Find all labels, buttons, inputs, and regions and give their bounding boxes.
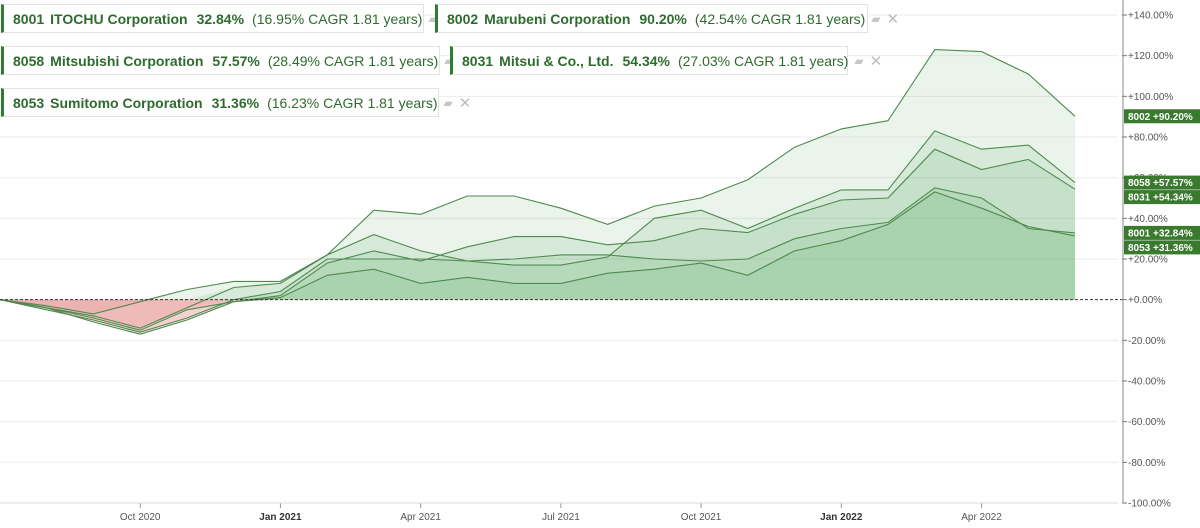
end-label-bg: [1124, 175, 1200, 190]
legend-performance: 31.36%: [211, 94, 260, 111]
stack-icon[interactable]: ▰: [443, 95, 453, 110]
end-label-8058: 8058 +57.57%: [1124, 175, 1200, 190]
y-tick-label: +100.00%: [1128, 92, 1173, 103]
series-lines: [0, 49, 1076, 335]
legend-name: Mitsubishi Corporation: [50, 52, 204, 69]
stack-icon[interactable]: ▰: [871, 11, 881, 26]
legend-performance: 32.84%: [196, 10, 245, 27]
y-tick-label: +120.00%: [1128, 51, 1173, 62]
end-label-text: 8001 +32.84%: [1128, 228, 1193, 239]
y-tick-label: +80.00%: [1128, 133, 1168, 144]
series-area-negative-8058: [0, 299, 1075, 329]
series-area-8058: [0, 130, 1075, 300]
legend-code: 8058: [13, 52, 45, 69]
end-label-bg: [1124, 190, 1200, 205]
legend-item-8001[interactable]: 8001 ITOCHU Corporation 32.84% (16.95% C…: [1, 4, 456, 33]
end-label-bg: [1124, 109, 1200, 124]
legend-cagr: (16.23% CAGR 1.81 years): [267, 94, 438, 111]
y-tick-label: +20.00%: [1128, 255, 1168, 266]
series-area-negative-8001: [0, 299, 1075, 333]
y-tick-label: +140.00%: [1128, 11, 1173, 22]
end-label-text: 8053 +31.36%: [1128, 243, 1193, 254]
y-tick-label: +0.00%: [1128, 295, 1162, 306]
y-tick-label: -20.00%: [1128, 336, 1165, 347]
legend-performance: 90.20%: [639, 10, 687, 27]
series-line-8053: [0, 191, 1076, 335]
x-tick-label: Apr 2022: [961, 512, 1002, 523]
x-tick-label: Jan 2022: [820, 512, 863, 523]
series-area-negative-8031: [0, 299, 1075, 331]
y-tick-label: -60.00%: [1128, 417, 1165, 428]
legend-item-8053[interactable]: 8053 Sumitomo Corporation 31.36% (16.23%…: [1, 88, 471, 117]
legend-code: 8053: [13, 94, 45, 111]
end-label-8031: 8031 +54.34%: [1124, 190, 1200, 205]
series-line-8001: [0, 187, 1076, 333]
series-area-8053: [0, 191, 1075, 300]
end-label-8002: 8002 +90.20%: [1124, 109, 1200, 124]
legend-name: Mitsui & Co., Ltd.: [499, 52, 614, 69]
series-line-8002: [0, 49, 1076, 315]
end-label-bg: [1124, 240, 1200, 255]
legend-cagr: (28.49% CAGR 1.81 years): [267, 52, 439, 69]
close-icon[interactable]: ✕: [458, 94, 472, 112]
legend-code: 8031: [462, 52, 494, 69]
series-area-8001: [0, 187, 1075, 300]
x-tick-label: Oct 2020: [120, 512, 161, 523]
legend-item-8031[interactable]: 8031 Mitsui & Co., Ltd. 54.34% (27.03% C…: [450, 46, 882, 75]
end-label-text: 8002 +90.20%: [1128, 112, 1193, 123]
legend-performance: 54.34%: [622, 52, 670, 69]
series-area-8031: [0, 149, 1075, 300]
legend-cagr: (16.95% CAGR 1.81 years): [252, 10, 423, 27]
series-areas: [0, 49, 1075, 335]
y-tick-label: -40.00%: [1128, 377, 1165, 388]
legend-cagr: (27.03% CAGR 1.81 years): [677, 52, 849, 69]
series-area-negative-8002: [0, 299, 1075, 314]
stack-icon[interactable]: ▰: [854, 53, 864, 68]
legend-cagr: (42.54% CAGR 1.81 years): [694, 10, 866, 27]
end-labels: 8002 +90.20% 8058 +57.57% 8031 +54.34% 8001…: [1124, 109, 1200, 255]
y-tick-label: -100.00%: [1128, 499, 1171, 510]
x-tick-label: Oct 2021: [681, 512, 722, 523]
legend-item-8058[interactable]: 8058 Mitsubishi Corporation 57.57% (28.4…: [1, 46, 472, 75]
end-label-8001: 8001 +32.84%: [1124, 225, 1200, 240]
x-tick-label: Jan 2021: [259, 512, 302, 523]
y-axis: +140.00%+120.00%+100.00%+80.00%+60.00%+4…: [1122, 0, 1173, 510]
series-area-8002: [0, 49, 1075, 300]
legend-name: Marubeni Corporation: [484, 10, 631, 27]
legend-code: 8001: [13, 10, 45, 27]
stack-icon[interactable]: ▰: [444, 53, 454, 68]
legend-name: Sumitomo Corporation: [50, 94, 203, 111]
legend-performance: 57.57%: [212, 52, 260, 69]
series-line-8031: [0, 148, 1076, 331]
end-label-text: 8031 +54.34%: [1128, 193, 1193, 204]
legend-name: ITOCHU Corporation: [50, 10, 188, 27]
series-line-8058: [0, 130, 1076, 329]
end-label-8053: 8053 +31.36%: [1124, 240, 1200, 255]
x-tick-label: Jul 2021: [542, 512, 580, 523]
y-tick-label: +40.00%: [1128, 214, 1168, 225]
legend-item-8002[interactable]: 8002 Marubeni Corporation 90.20% (42.54%…: [435, 4, 899, 33]
end-label-text: 8058 +57.57%: [1128, 178, 1193, 189]
x-tick-label: Apr 2021: [400, 512, 441, 523]
close-icon[interactable]: ✕: [886, 10, 900, 28]
stack-icon[interactable]: ▰: [428, 11, 438, 26]
close-icon[interactable]: ✕: [869, 52, 883, 70]
end-label-bg: [1124, 225, 1200, 240]
legend-code: 8002: [447, 10, 479, 27]
y-tick-label: -80.00%: [1128, 458, 1165, 469]
x-axis: Oct 2020 Jan 2021 Apr 2021 Jul 2021 Oct 2021…: [0, 502, 1118, 523]
series-area-negative-8053: [0, 299, 1075, 335]
